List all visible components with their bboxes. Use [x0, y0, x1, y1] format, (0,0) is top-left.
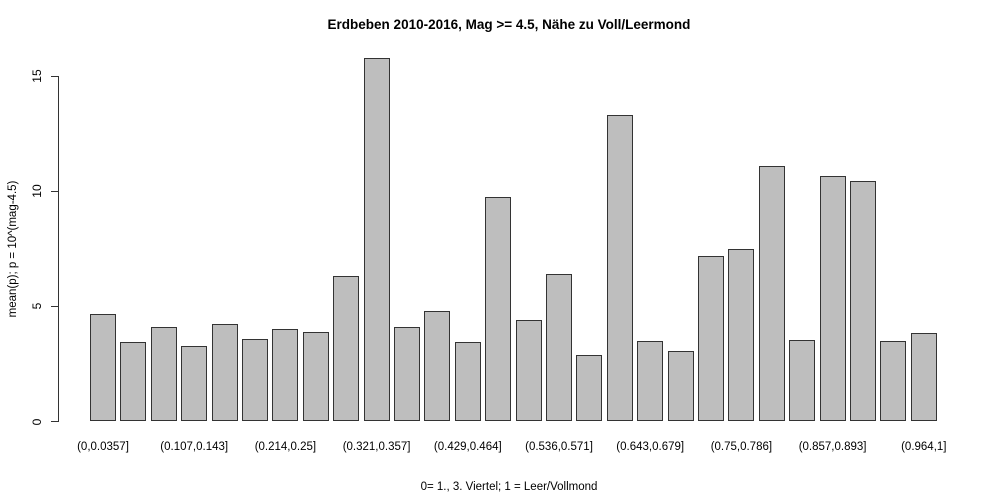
- bar: [454, 342, 481, 422]
- bar: [363, 57, 390, 422]
- x-tick-label: (0.429,0.464]: [433, 441, 502, 453]
- bar: [302, 331, 329, 422]
- x-tick-label: (0.643,0.679]: [616, 441, 685, 453]
- bar: [637, 340, 664, 422]
- y-axis-label: mean(p); p = 10^(mag-4.5): [7, 180, 19, 318]
- y-tick-label: 0: [30, 418, 44, 425]
- y-tick-mark: [51, 190, 58, 192]
- bar: [758, 165, 785, 422]
- x-tick-label: (0.964,1]: [901, 441, 947, 453]
- bar: [211, 323, 238, 422]
- bar: [728, 248, 755, 422]
- bar: [880, 340, 907, 422]
- y-axis-line: [58, 76, 59, 422]
- y-tick-label: 5: [30, 303, 44, 310]
- bar: [272, 329, 299, 422]
- y-tick-mark: [51, 305, 58, 307]
- bar: [576, 354, 603, 422]
- y-tick-mark: [51, 421, 58, 422]
- bar: [333, 276, 360, 422]
- bar: [850, 180, 876, 422]
- bar: [394, 327, 420, 422]
- bar: [667, 351, 694, 422]
- bar: [181, 345, 208, 422]
- x-tick-label: (0.75,0.786]: [710, 441, 773, 453]
- bar: [242, 338, 268, 422]
- bar: [120, 342, 147, 422]
- y-tick-label: 15: [30, 69, 44, 83]
- chart-title: Erdbeben 2010-2016, Mag >= 4.5, Nähe zu …: [327, 17, 691, 32]
- bar: [910, 332, 937, 422]
- y-tick-label: 10: [30, 184, 44, 198]
- x-tick-label: (0.857,0.893]: [798, 441, 867, 453]
- bar: [150, 327, 177, 422]
- bar: [546, 274, 572, 422]
- y-tick-mark: [51, 75, 58, 77]
- x-tick-label: (0.214,0.25]: [254, 441, 317, 453]
- bar: [606, 115, 633, 422]
- x-tick-label: (0.107,0.143]: [160, 441, 229, 453]
- bar: [424, 310, 451, 422]
- x-tick-label: (0.536,0.571]: [525, 441, 593, 453]
- bar: [789, 339, 816, 422]
- bar: [515, 320, 542, 422]
- x-tick-label: (0,0.0357]: [77, 441, 129, 453]
- bar: [90, 314, 116, 422]
- x-axis-label: 0= 1., 3. Viertel; 1 = Leer/Vollmond: [420, 481, 598, 493]
- bar: [698, 255, 724, 422]
- x-tick-label: (0.321,0.357]: [342, 441, 411, 453]
- bar: [819, 176, 846, 422]
- bar: [485, 196, 512, 422]
